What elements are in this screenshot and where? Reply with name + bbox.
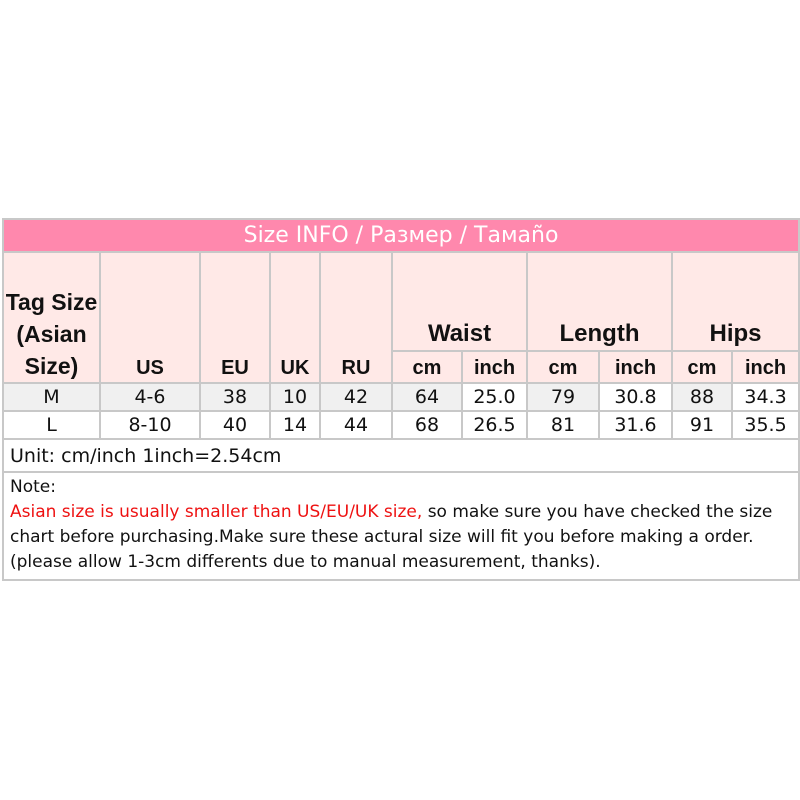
table-cell: 91 bbox=[673, 412, 731, 438]
header-ru: RU bbox=[321, 253, 391, 382]
table-cell: 79 bbox=[528, 384, 598, 410]
table-cell: 81 bbox=[528, 412, 598, 438]
header-tag-size: Tag Size (Asian Size) bbox=[4, 253, 99, 382]
table-cell: 42 bbox=[321, 384, 391, 410]
table-cell: 31.6 bbox=[600, 412, 671, 438]
unit-note: Unit: cm/inch 1inch=2.54cm bbox=[4, 440, 799, 471]
header-inch: inch bbox=[600, 352, 671, 382]
table-cell: L bbox=[4, 412, 99, 438]
table-cell: 8-10 bbox=[101, 412, 199, 438]
table-cell: 34.3 bbox=[733, 384, 799, 410]
note-block: Note: Asian size is usually smaller than … bbox=[4, 473, 799, 579]
table-cell: M bbox=[4, 384, 99, 410]
header-us: US bbox=[101, 253, 199, 382]
header-waist: Waist bbox=[393, 253, 526, 350]
table-cell: 38 bbox=[201, 384, 269, 410]
header-inch: inch bbox=[463, 352, 526, 382]
table-cell: 14 bbox=[271, 412, 319, 438]
note-label: Note: bbox=[10, 477, 56, 497]
note-text: so make sure you have checked the size c… bbox=[10, 502, 773, 572]
table-row: M 4-6 38 10 42 64 25.0 79 30.8 88 34.3 bbox=[4, 384, 799, 410]
table-cell: 10 bbox=[271, 384, 319, 410]
table-cell: 35.5 bbox=[733, 412, 799, 438]
table-cell: 25.0 bbox=[463, 384, 526, 410]
header-cm: cm bbox=[393, 352, 461, 382]
size-table: Size INFO / Размер / Тамаño Tag Size (As… bbox=[2, 218, 800, 581]
header-eu: EU bbox=[201, 253, 269, 382]
table-title: Size INFO / Размер / Тамаño bbox=[4, 220, 799, 251]
header-inch: inch bbox=[733, 352, 799, 382]
header-cm: cm bbox=[528, 352, 598, 382]
header-cm: cm bbox=[673, 352, 731, 382]
note-warning: Asian size is usually smaller than US/EU… bbox=[10, 502, 423, 522]
table-cell: 44 bbox=[321, 412, 391, 438]
table-cell: 26.5 bbox=[463, 412, 526, 438]
size-chart: Size INFO / Размер / Тамаño Tag Size (As… bbox=[2, 218, 800, 581]
table-cell: 4-6 bbox=[101, 384, 199, 410]
table-cell: 88 bbox=[673, 384, 731, 410]
header-length: Length bbox=[528, 253, 671, 350]
table-row: L 8-10 40 14 44 68 26.5 81 31.6 91 35.5 bbox=[4, 412, 799, 438]
header-uk: UK bbox=[271, 253, 319, 382]
table-cell: 40 bbox=[201, 412, 269, 438]
table-cell: 64 bbox=[393, 384, 461, 410]
table-cell: 68 bbox=[393, 412, 461, 438]
header-hips: Hips bbox=[673, 253, 799, 350]
table-cell: 30.8 bbox=[600, 384, 671, 410]
